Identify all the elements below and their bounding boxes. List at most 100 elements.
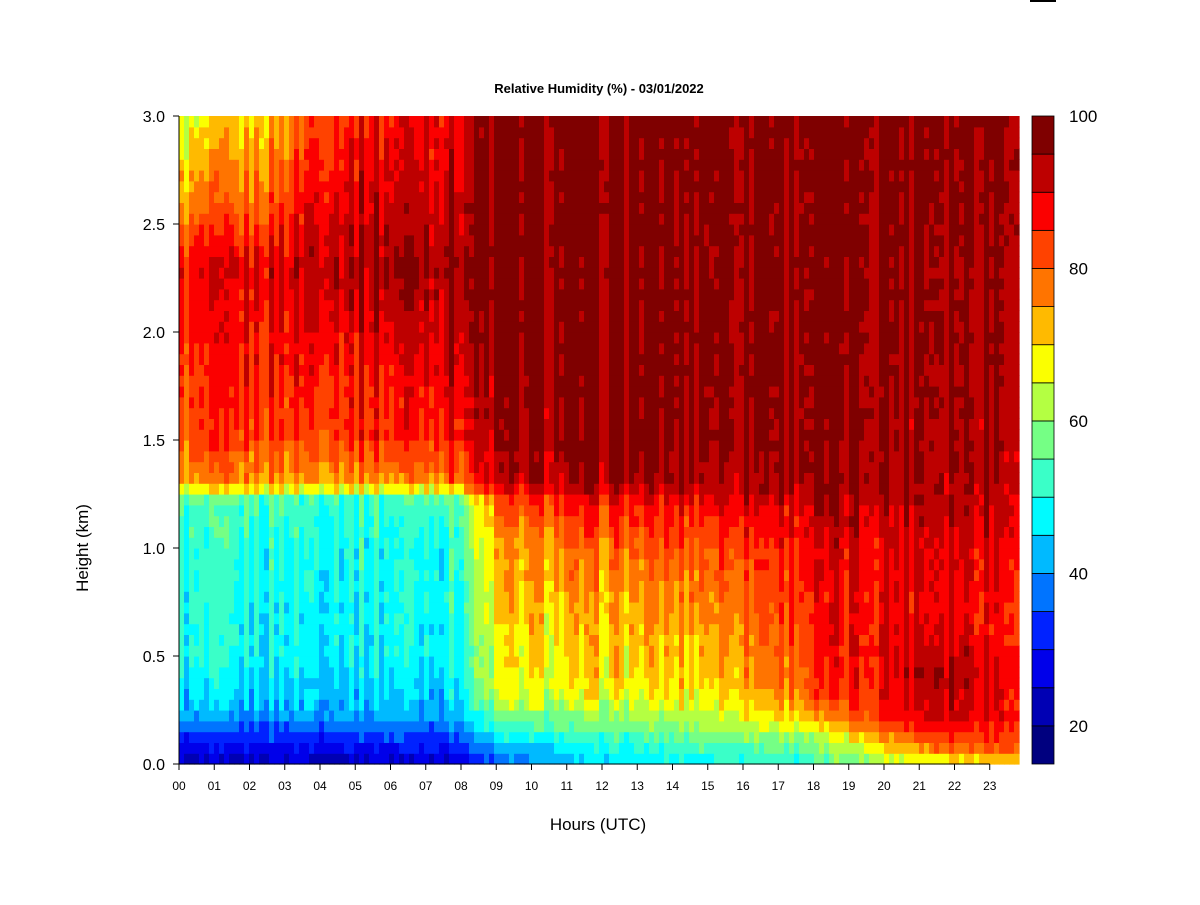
heatmap-cell — [319, 537, 325, 549]
heatmap-cell — [204, 126, 210, 139]
heatmap-cell — [389, 537, 395, 549]
heatmap-cell — [184, 537, 190, 549]
heatmap-cell — [319, 148, 325, 160]
heatmap-cell — [314, 407, 320, 419]
heatmap-cell — [574, 515, 580, 527]
heatmap-cell — [339, 440, 345, 452]
heatmap-cell — [424, 666, 430, 679]
heatmap-cell — [354, 688, 360, 700]
heatmap-cell — [534, 332, 540, 344]
heatmap-cell — [239, 170, 245, 182]
heatmap-cell — [219, 137, 225, 149]
heatmap-cell — [309, 213, 315, 225]
heatmap-cell — [329, 342, 335, 355]
heatmap-cell — [559, 483, 565, 495]
heatmap-cell — [194, 170, 200, 182]
heatmap-cell — [474, 720, 480, 733]
heatmap-cell — [589, 440, 595, 452]
heatmap-cell — [199, 310, 205, 322]
heatmap-cell — [454, 645, 460, 657]
heatmap-cell — [394, 288, 400, 301]
heatmap-cell — [419, 224, 425, 236]
heatmap-cell — [214, 612, 220, 625]
heatmap-cell — [489, 710, 495, 722]
heatmap-cell — [294, 688, 300, 700]
heatmap-cell — [454, 278, 460, 290]
heatmap-cell — [514, 537, 520, 549]
heatmap-cell — [364, 548, 370, 560]
heatmap-cell — [294, 515, 300, 527]
heatmap-cell — [259, 731, 265, 743]
heatmap-cell — [554, 213, 560, 225]
heatmap-cell — [214, 180, 220, 193]
heatmap-cell — [294, 310, 300, 322]
heatmap-cell — [499, 580, 505, 592]
heatmap-cell — [539, 224, 545, 236]
heatmap-cell — [544, 612, 550, 625]
heatmap-cell — [509, 234, 515, 247]
heatmap-cell — [519, 537, 525, 549]
heatmap-cell — [469, 472, 475, 484]
heatmap-cell — [529, 234, 535, 247]
heatmap-cell — [379, 461, 385, 473]
heatmap-cell — [334, 558, 340, 571]
heatmap-cell — [204, 256, 210, 268]
heatmap-cell — [359, 645, 365, 657]
heatmap-cell — [319, 321, 325, 333]
heatmap-cell — [194, 472, 200, 484]
heatmap-cell — [329, 245, 335, 257]
heatmap-cell — [464, 234, 470, 247]
heatmap-cell — [454, 504, 460, 517]
heatmap-cell — [279, 191, 285, 203]
heatmap-cell — [294, 645, 300, 657]
heatmap-cell — [589, 137, 595, 149]
heatmap-cell — [574, 440, 580, 452]
heatmap-cell — [384, 256, 390, 268]
heatmap-cell — [349, 137, 355, 149]
heatmap-cell — [539, 267, 545, 279]
heatmap-cell — [344, 569, 350, 581]
heatmap-cell — [294, 753, 300, 765]
heatmap-cell — [184, 159, 190, 171]
heatmap-cell — [474, 310, 480, 322]
heatmap-cell — [179, 245, 185, 257]
heatmap-cell — [564, 321, 570, 333]
heatmap-cell — [239, 602, 245, 614]
heatmap-cell — [254, 720, 260, 733]
heatmap-cell — [414, 580, 420, 592]
heatmap-cell — [534, 180, 540, 193]
heatmap-cell — [564, 299, 570, 311]
heatmap-cell — [269, 440, 275, 452]
heatmap-cell — [419, 699, 425, 711]
heatmap-cell — [534, 515, 540, 527]
heatmap-cell — [479, 256, 485, 268]
heatmap-cell — [374, 612, 380, 625]
heatmap-cell — [284, 299, 290, 311]
heatmap-cell — [319, 180, 325, 193]
heatmap-cell — [359, 666, 365, 679]
heatmap-cell — [469, 753, 475, 765]
heatmap-cell — [454, 656, 460, 668]
heatmap-cell — [224, 407, 230, 419]
heatmap-cell — [364, 558, 370, 571]
heatmap-cell — [359, 245, 365, 257]
heatmap-cell — [569, 224, 575, 236]
heatmap-cell — [274, 710, 280, 722]
heatmap-cell — [314, 332, 320, 344]
heatmap-cell — [484, 569, 490, 581]
heatmap-cell — [479, 407, 485, 419]
heatmap-cell — [449, 710, 455, 722]
heatmap-cell — [594, 634, 600, 646]
heatmap-cell — [464, 537, 470, 549]
heatmap-cell — [579, 116, 585, 128]
heatmap-cell — [274, 310, 280, 322]
heatmap-cell — [244, 180, 250, 193]
heatmap-cell — [394, 602, 400, 614]
heatmap-cell — [539, 364, 545, 376]
heatmap-cell — [254, 375, 260, 387]
heatmap-cell — [324, 159, 330, 171]
heatmap-cell — [529, 645, 535, 657]
heatmap-cell — [504, 191, 510, 203]
heatmap-cell — [589, 472, 595, 484]
heatmap-cell — [184, 699, 190, 711]
